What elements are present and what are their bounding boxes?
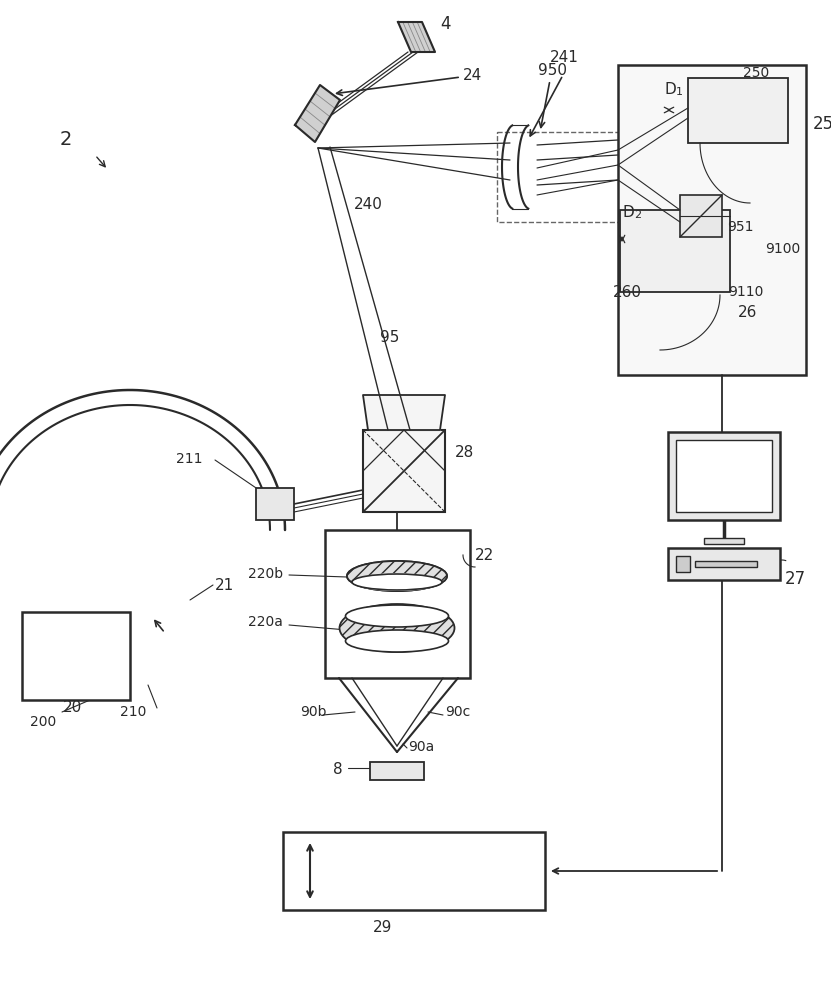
Text: 21: 21 — [215, 578, 234, 593]
Ellipse shape — [353, 573, 441, 591]
Text: 27: 27 — [785, 570, 806, 588]
Text: 29: 29 — [373, 920, 393, 935]
Bar — [370, 762, 424, 780]
Bar — [676, 440, 772, 512]
Text: 211: 211 — [176, 452, 203, 466]
Polygon shape — [363, 395, 445, 430]
Ellipse shape — [346, 630, 449, 652]
Ellipse shape — [347, 561, 447, 591]
Text: 20: 20 — [62, 700, 81, 715]
Text: 241: 241 — [550, 50, 579, 65]
Text: 951: 951 — [727, 220, 754, 234]
Text: 25: 25 — [813, 115, 831, 133]
Text: 1: 1 — [676, 87, 683, 97]
Text: 8: 8 — [333, 762, 342, 777]
Bar — [668, 432, 780, 520]
Text: D: D — [664, 82, 676, 97]
Polygon shape — [398, 22, 435, 52]
Bar — [497, 132, 669, 222]
Text: 26: 26 — [738, 305, 757, 320]
Text: 2: 2 — [60, 130, 72, 149]
Bar — [668, 548, 780, 580]
Text: 240: 240 — [354, 197, 383, 212]
Ellipse shape — [347, 561, 447, 591]
Bar — [363, 430, 445, 512]
Text: D: D — [622, 205, 634, 220]
Text: 200: 200 — [30, 715, 57, 729]
Bar — [676, 556, 690, 572]
Bar — [256, 488, 294, 520]
Ellipse shape — [352, 574, 442, 590]
Bar — [618, 65, 806, 375]
Text: 2: 2 — [634, 210, 642, 220]
Text: 22: 22 — [475, 548, 494, 563]
Text: 90c: 90c — [445, 705, 470, 719]
Bar — [325, 530, 470, 678]
Ellipse shape — [340, 604, 455, 652]
Text: 28: 28 — [455, 445, 475, 460]
Polygon shape — [295, 85, 340, 142]
Text: 90b: 90b — [300, 705, 327, 719]
Bar — [695, 561, 757, 567]
Text: 90a: 90a — [408, 740, 435, 754]
Bar — [688, 78, 788, 143]
Text: 4: 4 — [440, 15, 450, 33]
Text: 24: 24 — [463, 68, 482, 83]
Text: 950: 950 — [538, 63, 567, 78]
Text: 260: 260 — [613, 285, 642, 300]
Text: 210: 210 — [120, 705, 146, 719]
Bar — [283, 832, 545, 910]
Text: 220a: 220a — [248, 615, 283, 629]
Bar — [704, 538, 744, 544]
Text: 250: 250 — [743, 66, 770, 80]
Bar — [620, 210, 730, 292]
Text: 9100: 9100 — [765, 242, 800, 256]
Text: 9110: 9110 — [728, 285, 764, 299]
Bar — [22, 612, 130, 700]
Text: 95: 95 — [380, 330, 400, 345]
Ellipse shape — [346, 605, 449, 627]
Text: 220b: 220b — [248, 567, 283, 581]
Bar — [680, 195, 722, 237]
